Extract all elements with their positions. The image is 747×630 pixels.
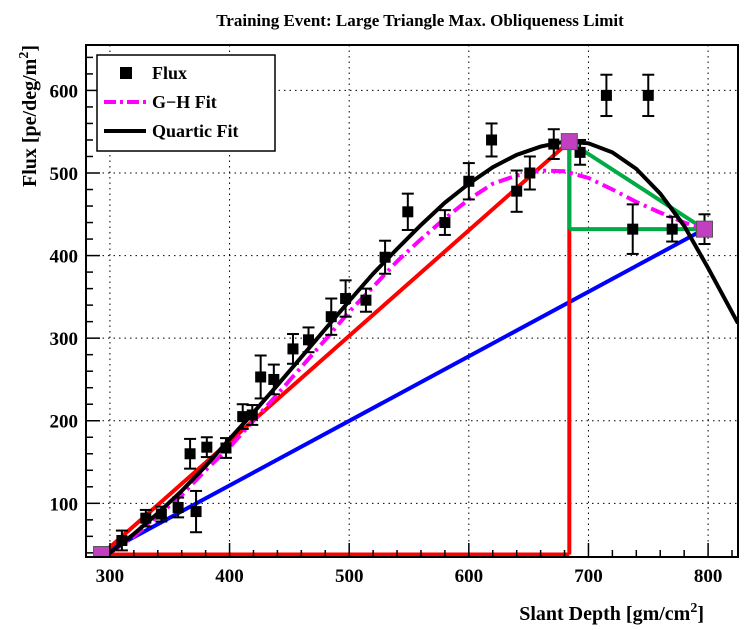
- plot-clip-group: [93, 73, 738, 557]
- y-tick-label: 400: [50, 247, 79, 268]
- x-axis-label-main: Slant Depth [gm/cm: [519, 603, 690, 625]
- flux-point: [155, 505, 168, 523]
- grid: [86, 45, 738, 557]
- vertex-marker-start: [93, 546, 111, 557]
- flux-point: [219, 437, 232, 459]
- flux-point: [115, 529, 128, 552]
- x-ticks: 300 400 500 600 700 800: [85, 543, 733, 587]
- legend-label: G−H Fit: [152, 92, 217, 112]
- legend-swatch-marker: [120, 67, 132, 79]
- flux-point: [302, 326, 315, 354]
- x-tick-label: 500: [335, 566, 364, 587]
- legend-label: Quartic Fit: [152, 121, 238, 141]
- small-triangle-hypotenuse: [568, 139, 706, 231]
- flux-point: [339, 279, 352, 318]
- quartic-fit-line: [108, 139, 738, 555]
- flux-point: [379, 239, 392, 275]
- flux-point: [642, 73, 655, 118]
- triangle-overlay: [100, 139, 706, 557]
- flux-points: [115, 73, 711, 552]
- flux-point: [325, 297, 338, 336]
- legend-entry: G−H Fit: [104, 92, 217, 112]
- big-triangle-hypotenuse: [100, 140, 571, 557]
- legend-label: Flux: [152, 63, 187, 83]
- x-axis-label-sup: 2: [690, 601, 697, 616]
- legend: Flux G−H Fit Quartic Fit: [96, 54, 276, 152]
- flux-point: [666, 215, 679, 243]
- vertex-markers: [93, 133, 714, 557]
- flux-point: [200, 436, 213, 459]
- y-axis-label-main: Flux [pe/deg/m: [19, 58, 41, 187]
- flux-point: [246, 404, 259, 426]
- vertex-marker-end: [696, 220, 714, 238]
- x-tick-label: 800: [694, 566, 723, 587]
- vertex-marker-peak: [560, 133, 578, 151]
- y-tick-label: 200: [50, 412, 79, 433]
- legend-entry: Flux: [120, 63, 187, 83]
- flux-point: [485, 122, 498, 158]
- y-ticks: 100 200 300 400 500 600: [50, 56, 100, 554]
- y-tick-label: 100: [50, 494, 79, 515]
- flux-point: [523, 155, 536, 191]
- x-tick-label: 300: [96, 566, 125, 587]
- plot-frame: [85, 44, 739, 558]
- flux-point: [267, 363, 280, 396]
- y-tick-label: 500: [50, 164, 79, 185]
- chart-title: Training Event: Large Triangle Max. Obli…: [216, 11, 624, 30]
- flux-point: [254, 354, 267, 400]
- legend-entry: Quartic Fit: [104, 121, 238, 141]
- flux-point: [359, 287, 372, 313]
- y-tick-label: 600: [50, 81, 79, 102]
- gh-fit-line: [108, 168, 709, 555]
- base-line-blue: [100, 227, 706, 557]
- flux-point: [139, 508, 152, 528]
- flux-point: [172, 496, 185, 519]
- flux-point: [286, 333, 299, 365]
- x-tick-label: 700: [574, 566, 603, 587]
- x-axis-label-close: ]: [697, 603, 704, 625]
- flux-point: [401, 192, 414, 231]
- flux-point: [510, 169, 523, 213]
- flux-point: [184, 437, 197, 470]
- y-axis-label-close: ]: [19, 45, 41, 52]
- flux-point: [438, 209, 451, 236]
- flux-point: [547, 128, 560, 160]
- flux-point: [600, 73, 613, 118]
- flux-point: [190, 489, 203, 534]
- y-tick-label: 300: [50, 329, 79, 350]
- y-axis-label-sup: 2: [17, 52, 32, 59]
- x-axis-label: Slant Depth [gm/cm2]: [519, 601, 704, 625]
- flux-point: [626, 203, 639, 255]
- x-tick-label: 400: [215, 566, 244, 587]
- x-tick-label: 600: [455, 566, 484, 587]
- flux-point: [462, 162, 475, 201]
- y-axis-label: Flux [pe/deg/m2]: [17, 45, 41, 187]
